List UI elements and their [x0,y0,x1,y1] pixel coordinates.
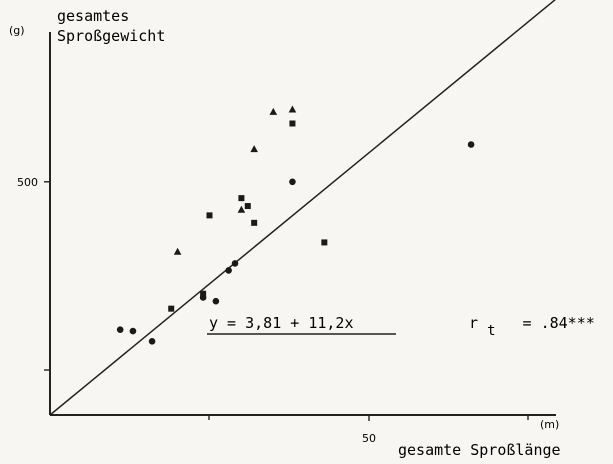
data-point-circle [212,297,220,305]
regression-line [49,0,556,416]
data-point-square [244,203,251,210]
x-tick-label: 50 [362,432,376,445]
data-point-circle [225,267,232,274]
data-point-circle [467,141,475,148]
data-point-square [289,120,296,127]
data-point-square [206,212,213,219]
regression-equation: y = 3,81 + 11,2x [209,314,354,332]
data-point-square [238,195,245,202]
tick-layer: 50 500 [17,176,376,445]
correlation-value: = .84*** [523,314,595,332]
data-point-circle [129,327,137,335]
data-point-triangle [237,205,246,213]
data-points [116,105,475,345]
y-axis-label-line-2: Sproßgewicht [57,27,165,45]
data-point-square [200,290,207,297]
data-point-square [251,219,258,226]
x-axis-unit: (m) [540,418,559,431]
correlation-subscript: t [487,323,495,339]
axes [44,32,556,420]
data-point-circle [148,338,156,345]
data-point-square [168,305,175,312]
y-tick-label: 500 [17,176,38,189]
data-point-circle [289,178,296,186]
data-point-square [321,239,328,246]
data-point-triangle [288,105,297,113]
correlation-symbol: r [469,314,478,332]
data-point-circle [231,260,239,267]
data-point-circle [116,326,124,333]
x-axis-label: gesamte Sproßlänge [398,441,561,459]
y-axis-label-line-1: gesamtes [57,7,129,25]
data-point-triangle [269,107,278,115]
data-point-triangle [250,145,258,153]
data-point-triangle [173,247,182,255]
y-axis-unit: (g) [9,24,25,37]
correlation-label: r t = .84*** [469,314,595,339]
